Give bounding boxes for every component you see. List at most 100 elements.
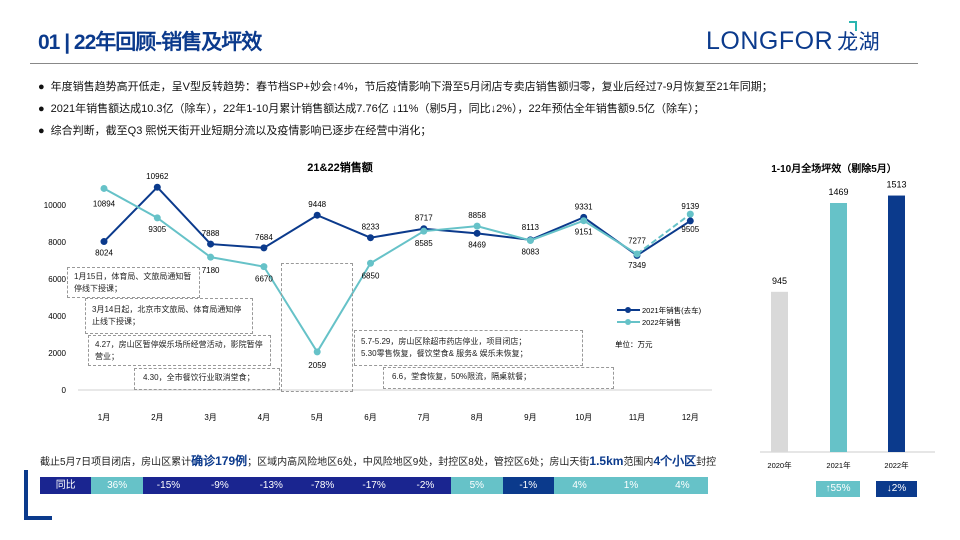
data-label: 8469 bbox=[468, 240, 486, 249]
data-label: 7684 bbox=[255, 233, 273, 242]
logo-cn: 龙湖 bbox=[837, 31, 881, 54]
legend-label: 2021年销售(去车) bbox=[642, 305, 702, 315]
bar-value-label: 945 bbox=[772, 276, 787, 286]
bar bbox=[830, 203, 847, 452]
x-tick-label: 4月 bbox=[258, 413, 270, 422]
y-tick-label: 6000 bbox=[48, 275, 66, 284]
x-tick-label: 1月 bbox=[98, 413, 110, 422]
annotation-text: 5.30零售恢复，餐饮堂食& 服务& 娱乐未恢复； bbox=[361, 349, 528, 358]
data-label: 7888 bbox=[202, 229, 220, 238]
data-label: 8585 bbox=[415, 239, 433, 248]
data-label: 10894 bbox=[93, 199, 116, 208]
yoy-cell: 4% bbox=[656, 477, 709, 494]
bullet-2: 2021年销售额达成10.3亿（除车），22年1-10月累计销售额达成7.76亿… bbox=[38, 100, 705, 116]
yoy-cell: 5% bbox=[451, 477, 503, 494]
yoy-cell: -78% bbox=[296, 477, 349, 494]
yoy-cell: -13% bbox=[245, 477, 297, 494]
change-badge-2022: ↓2% bbox=[876, 481, 917, 497]
x-tick-label: 3月 bbox=[204, 413, 216, 422]
data-point bbox=[367, 234, 374, 242]
data-label: 2059 bbox=[308, 361, 326, 370]
page-title: 01 | 22年回顾-销售及坪效 bbox=[38, 31, 262, 54]
annotation-box: 1月15日，体育局、文旅局通知暂停线下授课； bbox=[67, 267, 200, 298]
may-highlight-box bbox=[281, 263, 353, 392]
data-label: 6670 bbox=[255, 275, 273, 284]
bar-category-label: 2022年 bbox=[884, 460, 909, 470]
annotation-box: 4.30，全市餐饮行业取消堂食； bbox=[134, 368, 280, 390]
legend-marker bbox=[625, 319, 631, 325]
x-tick-label: 7月 bbox=[418, 413, 430, 422]
data-point bbox=[580, 217, 588, 225]
x-tick-label: 5月 bbox=[311, 413, 323, 422]
data-point bbox=[526, 236, 534, 244]
corner-decoration bbox=[24, 470, 28, 520]
data-label: 9448 bbox=[308, 200, 326, 209]
bar-category-label: 2021年 bbox=[826, 460, 851, 470]
yoy-cell: 36% bbox=[91, 477, 143, 494]
bar bbox=[771, 291, 788, 452]
chart-title: 21&22销售额 bbox=[307, 160, 372, 174]
epidemic-note: 截止5月7日项目闭店，房山区累计确诊179例；区域内高风险地区6处，中风险地区9… bbox=[40, 452, 716, 469]
data-label: 8233 bbox=[362, 223, 380, 232]
note-text: 封控 bbox=[696, 457, 717, 468]
bar-value-label: 1469 bbox=[828, 187, 848, 197]
data-label: 8717 bbox=[415, 214, 433, 223]
longfor-logo: LONGFOR 龙湖 bbox=[706, 26, 880, 56]
corner-decoration bbox=[24, 516, 52, 520]
x-tick-label: 12月 bbox=[682, 413, 699, 422]
bullet-1: 年度销售趋势高开低走，呈V型反转趋势：春节档SP+妙会↑4%，节后疫情影响下滑至… bbox=[38, 78, 773, 94]
data-point bbox=[420, 227, 428, 235]
data-point bbox=[153, 214, 161, 222]
data-point bbox=[100, 184, 108, 192]
x-tick-label: 11月 bbox=[629, 413, 645, 422]
y-tick-label: 0 bbox=[62, 386, 67, 395]
yoy-cell: 4% bbox=[553, 477, 606, 494]
data-point bbox=[686, 210, 694, 218]
data-label: 9151 bbox=[575, 228, 593, 237]
bar-chart: 1-10月全场坪效（剔除5月） 945 2020年 1469 2021年 1513 2022… bbox=[760, 162, 935, 470]
bar bbox=[888, 195, 905, 452]
data-label: 7180 bbox=[202, 266, 220, 275]
x-tick-label: 2月 bbox=[151, 413, 163, 422]
note-text: 截止5月7日项目闭店，房山区累计 bbox=[40, 457, 192, 468]
bar-category-label: 2020年 bbox=[767, 460, 792, 470]
yoy-table: 同比 36% -15% -9% -13% -78% -17% -2% 5% -1% 4% 1% 4% bbox=[40, 477, 709, 494]
data-label: 6850 bbox=[362, 271, 380, 280]
data-label: 8113 bbox=[522, 223, 540, 232]
data-point bbox=[207, 240, 215, 248]
x-tick-label: 9月 bbox=[524, 413, 536, 422]
series-forecast-line bbox=[636, 213, 691, 255]
data-point bbox=[207, 253, 215, 261]
yoy-label: 同比 bbox=[40, 477, 92, 494]
annotation-text: 5.7-5.29，房山区除超市药店停业，项目闭店； bbox=[361, 337, 527, 346]
yoy-cell: -2% bbox=[399, 477, 452, 494]
y-tick-label: 2000 bbox=[48, 349, 66, 358]
data-label: 8858 bbox=[468, 211, 486, 220]
data-label: 7349 bbox=[628, 261, 646, 270]
y-tick-label: 4000 bbox=[48, 312, 66, 321]
annotation-box: 6.6，堂食恢复，50%限流，隔桌就餐； bbox=[383, 367, 614, 389]
note-text: 范围内 bbox=[623, 457, 654, 468]
data-label: 9331 bbox=[575, 202, 593, 211]
x-tick-label: 8月 bbox=[471, 413, 483, 422]
data-point bbox=[313, 211, 321, 219]
yoy-cell: -9% bbox=[194, 477, 246, 494]
logo-mark-icon bbox=[849, 21, 857, 31]
y-tick-label: 10000 bbox=[44, 201, 67, 210]
annotation-box: 4.27，房山区暂停娱乐场所经营活动，影院暂停营业； bbox=[88, 335, 271, 366]
note-highlight: 1.5km bbox=[589, 454, 624, 468]
y-tick-label: 8000 bbox=[48, 238, 66, 247]
annotation-box: 5.7-5.29，房山区除超市药店停业，项目闭店； 5.30零售恢复，餐饮堂食& … bbox=[354, 330, 583, 366]
annotation-box: 3月14日起，北京市文旅局、体育局通知停止线下授课； bbox=[85, 298, 253, 334]
data-point bbox=[686, 217, 694, 225]
data-label: 8083 bbox=[522, 247, 540, 256]
data-label: 9139 bbox=[681, 202, 699, 211]
data-label: 7277 bbox=[628, 236, 646, 245]
data-label: 8024 bbox=[95, 249, 113, 258]
bullet-3: 综合判断，截至Q3 熙悦天街开业短期分流以及疫情影响已逐步在经营中消化； bbox=[38, 122, 432, 138]
data-point bbox=[633, 250, 641, 258]
x-tick-label: 6月 bbox=[364, 413, 376, 422]
data-point bbox=[473, 222, 481, 230]
data-label: 10962 bbox=[146, 172, 169, 181]
data-point bbox=[473, 229, 481, 237]
